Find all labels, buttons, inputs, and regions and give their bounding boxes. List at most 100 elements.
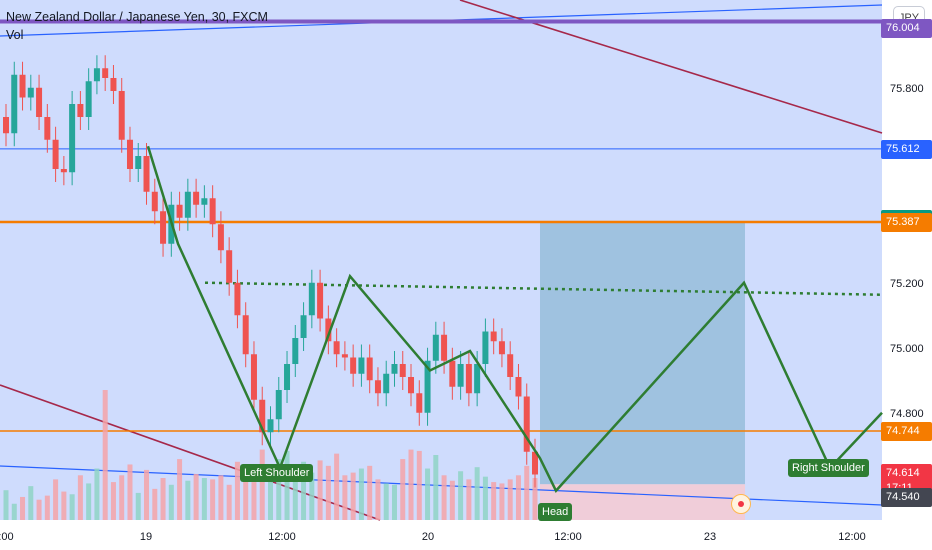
volume-bar	[36, 499, 42, 520]
candle-body	[532, 451, 538, 475]
time-tick-label: 12:00	[268, 531, 296, 543]
candle-body	[184, 191, 191, 218]
chart-background	[0, 0, 882, 520]
candle-body	[242, 315, 249, 355]
candle-body	[341, 354, 348, 358]
candle-body	[69, 104, 76, 173]
candle-body	[160, 211, 167, 244]
candle-body	[474, 364, 481, 394]
volume-bar	[449, 480, 455, 520]
volume-bar	[334, 453, 340, 520]
volume-bar	[168, 484, 174, 520]
volume-bar	[474, 467, 480, 520]
head-label: Head	[538, 503, 573, 521]
stop-zone	[540, 484, 745, 520]
volume-bar	[268, 478, 273, 520]
time-tick-label: 23	[704, 531, 716, 543]
time-axis-background	[0, 520, 882, 550]
volume-bar	[375, 479, 381, 520]
candle-body	[317, 282, 324, 319]
time-tick-label: :00	[0, 531, 14, 543]
lower-channel-line	[0, 384, 381, 521]
volume-bar	[3, 490, 9, 520]
volume-bar	[383, 483, 389, 520]
candle-body	[176, 204, 183, 218]
candle-body	[36, 87, 43, 117]
candle-body	[358, 357, 365, 374]
candle-body	[226, 250, 233, 283]
volume-bar	[259, 449, 265, 520]
volume-bar	[160, 478, 166, 520]
volume-bar	[532, 478, 538, 520]
alert-icon[interactable]	[731, 494, 751, 514]
price-tick-label: 74.800	[890, 408, 924, 420]
volume-bar	[491, 482, 497, 520]
volume-bar	[482, 476, 488, 520]
volume-bar	[367, 465, 373, 520]
candle-body	[259, 399, 266, 433]
candle-body	[374, 380, 381, 394]
volume-bar	[61, 491, 67, 520]
candle-body	[308, 282, 315, 316]
candle-body	[523, 396, 530, 452]
candle-body	[126, 139, 133, 169]
volume-bar	[152, 488, 158, 520]
candle-body	[102, 68, 109, 78]
candle-body	[449, 360, 456, 387]
volume-bar	[201, 478, 207, 520]
volume-bar	[218, 475, 224, 520]
candle-body	[209, 198, 216, 225]
volume-bar	[441, 475, 447, 520]
price-tick-label: 75.000	[890, 343, 924, 355]
candle-body	[333, 341, 340, 355]
volume-bar	[350, 472, 356, 520]
price-tag: 76.004	[881, 19, 932, 38]
candle-body	[300, 315, 307, 338]
candle-body	[27, 87, 34, 98]
price-tick-label: 75.800	[890, 83, 924, 95]
time-tick-label: 20	[422, 531, 434, 543]
price-tag: 74.744	[881, 421, 932, 441]
candle-body	[77, 104, 84, 117]
volume-bar	[94, 468, 100, 520]
candle-body	[135, 156, 142, 169]
candle-body	[515, 377, 522, 397]
time-tick-label: 19	[140, 531, 152, 543]
candle-body	[507, 354, 514, 377]
volume-bar	[177, 459, 183, 520]
candle-body	[267, 419, 274, 433]
volume-bar	[185, 480, 191, 520]
candle-body	[457, 364, 464, 387]
candle-body	[250, 354, 257, 400]
candle-body	[498, 341, 505, 355]
candle-body	[424, 360, 431, 413]
candle-body	[19, 74, 26, 98]
candle-body	[3, 117, 9, 134]
candle-body	[441, 334, 448, 361]
candle-body	[292, 338, 299, 364]
candle-body	[151, 191, 158, 212]
pattern-path	[146, 145, 883, 493]
volume-bar	[77, 475, 83, 520]
candle-body	[465, 364, 472, 394]
candle-body	[366, 357, 373, 381]
candle-body	[408, 377, 415, 394]
candle-body	[432, 334, 439, 361]
candle-body	[325, 318, 332, 342]
volume-bar	[400, 459, 406, 520]
volume-bar	[144, 469, 150, 520]
volume-bar	[524, 465, 530, 520]
volume-bar	[110, 482, 116, 520]
volume-bar	[226, 484, 232, 520]
volume-bar	[53, 479, 59, 520]
volume-indicator-label[interactable]: Vol	[6, 28, 24, 42]
price-tag: 75.612	[881, 139, 932, 159]
volume-bar	[416, 450, 422, 520]
candle-body	[284, 364, 291, 390]
volume-bar	[86, 483, 92, 520]
volume-bar	[135, 492, 141, 520]
volume-bar	[119, 475, 125, 520]
volume-bar	[458, 471, 464, 520]
